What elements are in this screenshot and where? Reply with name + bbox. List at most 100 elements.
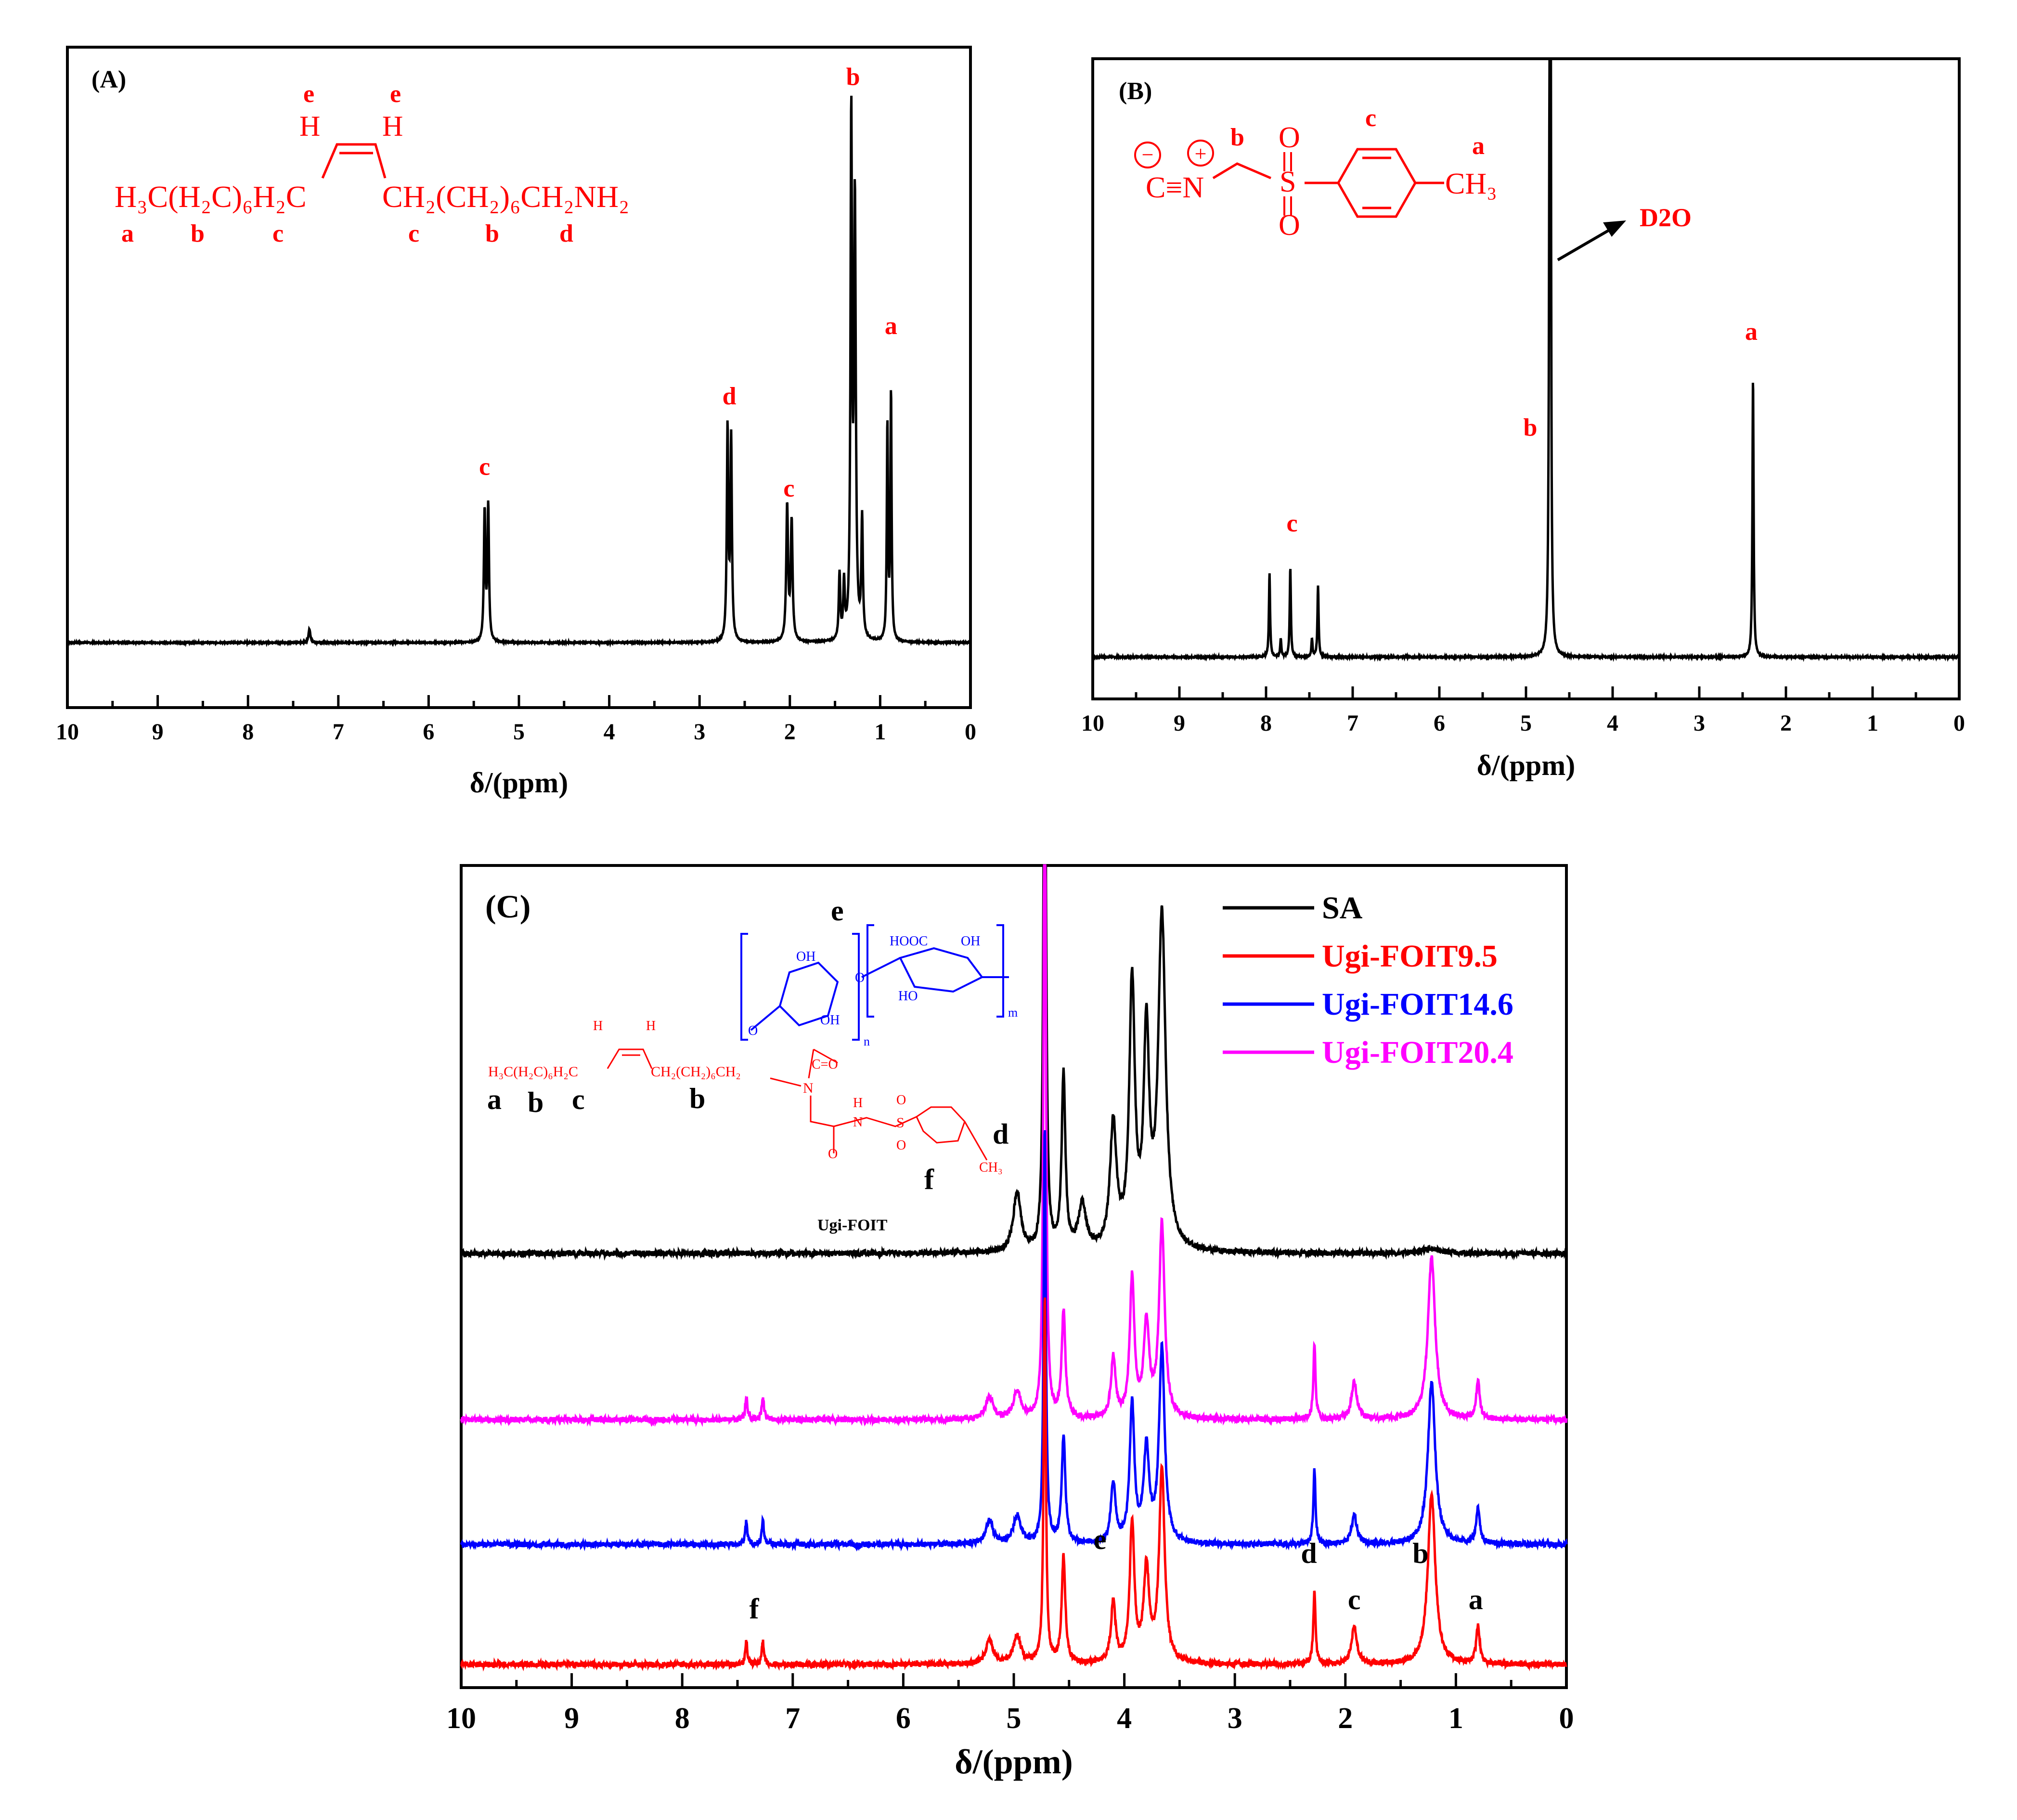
x-tick-label: 8 [675,1702,690,1735]
structure-a-h-right: H [382,110,403,142]
x-tick-label: 7 [333,719,344,745]
panel-b-peak-labels: c b a [1286,318,1758,537]
x-tick-label: 10 [56,719,79,745]
peak-label-c: c [1286,510,1297,537]
structure-c-chain-left: H₃C(H₂C)₆H₂C [488,1064,578,1080]
structure-c-name: Ugi-FOIT [817,1216,888,1234]
x-tick-label: 5 [513,719,525,745]
structure-b-oxygen-top: O [1279,121,1300,154]
legend-label-sa: SA [1322,891,1363,926]
peak-label-c: c [479,453,490,480]
peak-label-c: c [783,475,794,502]
x-tick-label: 1 [1448,1702,1463,1735]
panel-b-x-axis-label: δ/(ppm) [1477,749,1576,781]
x-tick-label: 3 [694,719,705,745]
structure-a-label-b1: b [191,220,205,247]
structure-c-label-b1: b [528,1086,543,1118]
panel-c-series-sa [460,864,1568,1261]
x-tick-label: 1 [874,719,886,745]
x-tick-label: 4 [1607,710,1618,736]
structure-a-label-c2: c [408,220,419,247]
structure-a-formula-left: H₃C(H₂C)₆H₂C [115,180,307,214]
structure-b-plus-circle [1187,140,1214,167]
x-tick-label: 4 [604,719,615,745]
x-tick-label: 2 [1338,1702,1353,1735]
panel-c-legend: SA Ugi-FOIT9.5 Ugi-FOIT14.6 Ugi-FOIT20.4 [1223,891,1513,1070]
structure-b-ch2-bonds [1212,162,1271,180]
x-tick-label: 5 [1007,1702,1021,1735]
peak-label-d: d [723,383,737,410]
d2o-arrow-head [1603,220,1626,237]
peak-label-b: b [846,64,860,91]
structure-c-oh-1: OH [961,934,980,949]
structure-c-label-a: a [487,1084,502,1115]
x-tick-label: 3 [1694,710,1705,736]
structure-c-c-eq-o: C=O [812,1057,838,1072]
panel-c-label: (C) [485,888,530,925]
x-tick-label: 3 [1228,1702,1242,1735]
peak-label-a: a [885,312,897,340]
d2o-arrow-line [1557,224,1618,261]
panel-c-series-ugi-foit20-4 [460,864,1568,1427]
x-tick-label: 9 [564,1702,579,1735]
structure-c-n-nh: N [853,1115,863,1130]
panel-b-label: (B) [1119,77,1152,105]
x-tick-label: 9 [1174,710,1185,736]
structure-c-tosyl-ring [916,1106,988,1161]
panel-b-x-axis: 10 9 8 7 6 5 4 3 2 1 0 [1081,686,1965,736]
x-tick-label: 5 [1520,710,1532,736]
panel-c-peak-labels: f e dc b a [749,1523,1483,1625]
structure-c-bracket-n [740,933,860,1041]
structure-c-nh-h: H [853,1096,863,1110]
structure-b-isocyanide: C≡N [1146,171,1204,204]
structure-c-bracket-m [866,924,1004,1018]
structure-b-sulfur: S [1280,166,1296,198]
structure-b-ring [1305,148,1444,218]
d2o-label: D2O [1640,203,1692,232]
structure-c-amide-bonds [770,1048,917,1153]
structure-c-o-amide: O [828,1147,838,1162]
panel-b-frame [1091,57,1961,700]
peak-label-a: a [1745,318,1758,346]
structure-c-chain-double-bond [607,1048,653,1069]
structure-b-plus-sign: + [1195,142,1207,166]
structure-c-cooh: HOOC [890,934,928,949]
structure-c-ring-2 [861,947,1009,993]
structure-c-s: S [896,1115,905,1131]
structure-c-sub-m: m [1008,1006,1018,1020]
x-tick-label: 6 [1434,710,1445,736]
structure-b-methyl: CH₃ [1445,168,1497,200]
peak-label-a: a [1469,1584,1483,1615]
structure-c-sub-n: n [864,1034,870,1048]
peak-label-b: b [1524,414,1538,441]
structure-c-label-f: f [924,1163,934,1195]
structure-a-formula-right: CH₂(CH₂)₆CH₂NH₂ [382,180,629,214]
structure-a-label-d: d [559,220,573,247]
structure-c-h-right: H [646,1019,656,1033]
panel-a-frame [66,46,972,709]
panel-a-label: (A) [91,66,126,93]
peak-label-c: c [1348,1584,1361,1615]
panel-c-x-axis: 10 9 8 7 6 5 4 3 2 1 0 [446,1673,1574,1735]
x-tick-label: 2 [1780,710,1792,736]
structure-c-so-top: O [896,1093,906,1108]
structure-a-label-a: a [121,220,134,247]
structure-b-so2-bonds [1283,152,1292,216]
panel-a-x-axis: 10 9 8 7 6 5 4 3 2 1 0 [56,695,976,745]
structure-c-label-c: c [572,1084,585,1115]
x-tick-label: 0 [1559,1702,1574,1735]
structure-c-ring-1 [750,961,839,1031]
legend-label-ugi-foit20-4: Ugi-FOIT20.4 [1322,1035,1513,1070]
structure-c-ugi-chain: H₃C(H₂C)₆H₂C H H CH₂(CH₂)₆CH₂ N C=O O N … [488,1019,1003,1175]
structure-a-label-e-right: e [390,80,401,108]
panel-c-x-axis-label: δ/(ppm) [955,1743,1073,1781]
x-tick-label: 6 [423,719,434,745]
panel-a-structure: H₃C(H₂C)₆H₂C CH₂(CH₂)₆CH₂NH₂ H H e e a b… [115,80,629,247]
x-tick-label: 10 [446,1702,476,1735]
structure-c-oh-2: OH [796,949,815,964]
x-tick-label: 8 [242,719,254,745]
x-tick-label: 10 [1081,710,1104,736]
panel-a-spectrum-line [66,95,971,648]
